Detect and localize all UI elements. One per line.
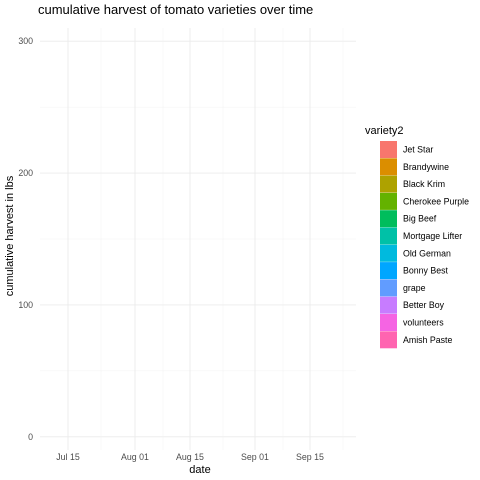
x-tick-label: Jul 15 [56, 452, 80, 462]
legend-label: Cherokee Purple [403, 196, 469, 206]
legend-key [380, 141, 397, 158]
legend-key [380, 210, 397, 228]
legend-key [380, 175, 397, 193]
legend-key [380, 296, 397, 314]
legend-key [380, 192, 397, 210]
legend-key [380, 331, 397, 349]
legend-label: Jet Star [403, 145, 433, 155]
y-axis-title: cumulative harvest in lbs [4, 175, 16, 296]
x-axis-title: date [189, 464, 210, 476]
y-tick-label: 100 [18, 300, 33, 310]
legend-label: Old German [403, 248, 451, 258]
legend-label: grape [403, 283, 426, 293]
legend: variety2 Jet Star Brandywine Black Krim Che… [365, 125, 469, 349]
legend-label: volunteers [403, 318, 444, 328]
y-tick-label: 0 [28, 432, 33, 442]
legend-label: Bonny Best [403, 266, 449, 276]
legend-key [380, 262, 397, 280]
x-tick-label: Sep 01 [241, 452, 269, 462]
x-tick-label: Sep 15 [296, 452, 324, 462]
legend-key [380, 314, 397, 331]
y-tick-label: 200 [18, 168, 33, 178]
legend-label: Black Krim [403, 179, 445, 189]
y-tick-label: 300 [18, 36, 33, 46]
legend-label: Amish Paste [403, 335, 452, 345]
legend-key [380, 279, 397, 297]
legend-label: Brandywine [403, 162, 449, 172]
legend-title: variety2 [365, 125, 404, 137]
chart-title: cumulative harvest of tomato varieties o… [38, 2, 313, 17]
x-tick-label: Aug 15 [176, 452, 204, 462]
legend-key [380, 227, 397, 245]
legend-label: Big Beef [403, 214, 437, 224]
x-tick-label: Aug 01 [121, 452, 149, 462]
legend-label: Better Boy [403, 300, 445, 310]
legend-key [380, 158, 397, 176]
plot-panel: 0 100 200 300 Jul 15 Aug 01 Aug 15 Sep 01 Sep 15 [18, 28, 356, 462]
legend-label: Mortgage Lifter [403, 231, 462, 241]
legend-key [380, 244, 397, 262]
